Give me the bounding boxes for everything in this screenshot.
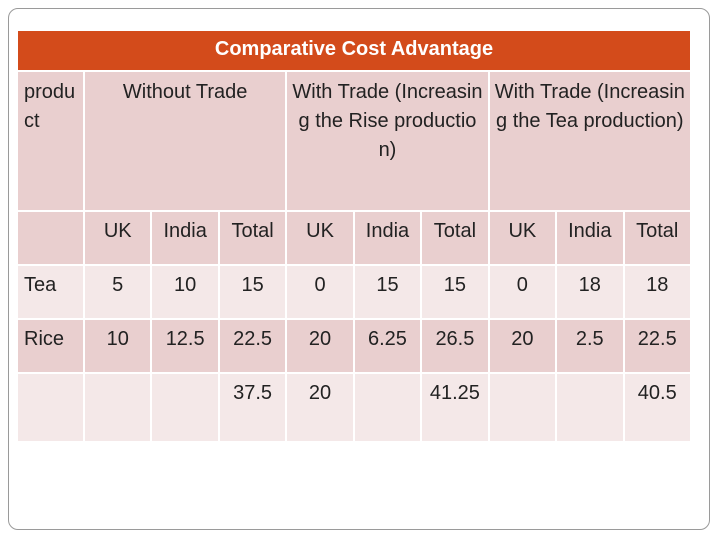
header-cell: With Trade (Increasing the Rise producti… (287, 72, 488, 210)
data-row: Tea 5 10 15 0 15 15 0 18 18 (18, 266, 690, 318)
subheader-cell: UK (85, 212, 151, 264)
data-cell: 6.25 (354, 320, 421, 372)
data-cell: 10 (152, 266, 218, 318)
data-cell: 26.5 (422, 320, 488, 372)
slide-frame (8, 8, 710, 530)
subheader-cell: Total (422, 212, 488, 264)
data-row: 37.5 20 41.25 40.5 (18, 374, 690, 441)
data-cell: 18 (557, 266, 623, 318)
data-cell: 37.5 (219, 374, 286, 441)
subheader-cell: India (152, 212, 218, 264)
subheader-row: UK India Total UK India Total UK India Total (18, 212, 690, 264)
empty-cell (18, 374, 83, 441)
table-title: Comparative Cost Advantage (18, 31, 690, 70)
data-cell: 20 (489, 320, 556, 372)
data-cell: 12.5 (152, 320, 218, 372)
header-row: product Without Trade With Trade (Increasi… (18, 72, 690, 210)
data-cell: 15 (422, 266, 488, 318)
data-cell: 2.5 (557, 320, 623, 372)
data-cell: 40.5 (624, 374, 690, 441)
data-cell: 0 (489, 266, 556, 318)
subheader-cell: UK (489, 212, 556, 264)
data-row: Rice 10 12.5 22.5 20 6.25 26.5 20 2.5 22.5 (18, 320, 690, 372)
data-cell: 20 (287, 320, 353, 372)
data-cell: 22.5 (624, 320, 690, 372)
data-cell: 22.5 (219, 320, 286, 372)
data-cell: 10 (85, 320, 151, 372)
data-cell: 5 (85, 266, 151, 318)
empty-cell (557, 374, 623, 441)
subheader-cell: India (557, 212, 623, 264)
header-cell: Without Trade (85, 72, 286, 210)
subheader-cell: India (354, 212, 421, 264)
empty-cell (489, 374, 556, 441)
data-cell: 20 (287, 374, 353, 441)
table-body: product Without Trade With Trade (Increasi… (18, 72, 690, 441)
data-cell: 0 (287, 266, 353, 318)
header-cell: With Trade (Increasing the Tea productio… (489, 72, 690, 210)
data-cell: 18 (624, 266, 690, 318)
empty-cell (18, 212, 83, 264)
empty-cell (354, 374, 421, 441)
data-cell: Tea (18, 266, 83, 318)
header-cell: product (18, 72, 83, 210)
empty-cell (152, 374, 218, 441)
empty-cell (85, 374, 151, 441)
subheader-cell: Total (624, 212, 690, 264)
cost-table: product Without Trade With Trade (Increasi… (16, 70, 692, 443)
data-cell: 41.25 (422, 374, 488, 441)
subheader-cell: UK (287, 212, 353, 264)
data-cell: Rice (18, 320, 83, 372)
data-cell: 15 (219, 266, 286, 318)
subheader-cell: Total (219, 212, 286, 264)
data-cell: 15 (354, 266, 421, 318)
